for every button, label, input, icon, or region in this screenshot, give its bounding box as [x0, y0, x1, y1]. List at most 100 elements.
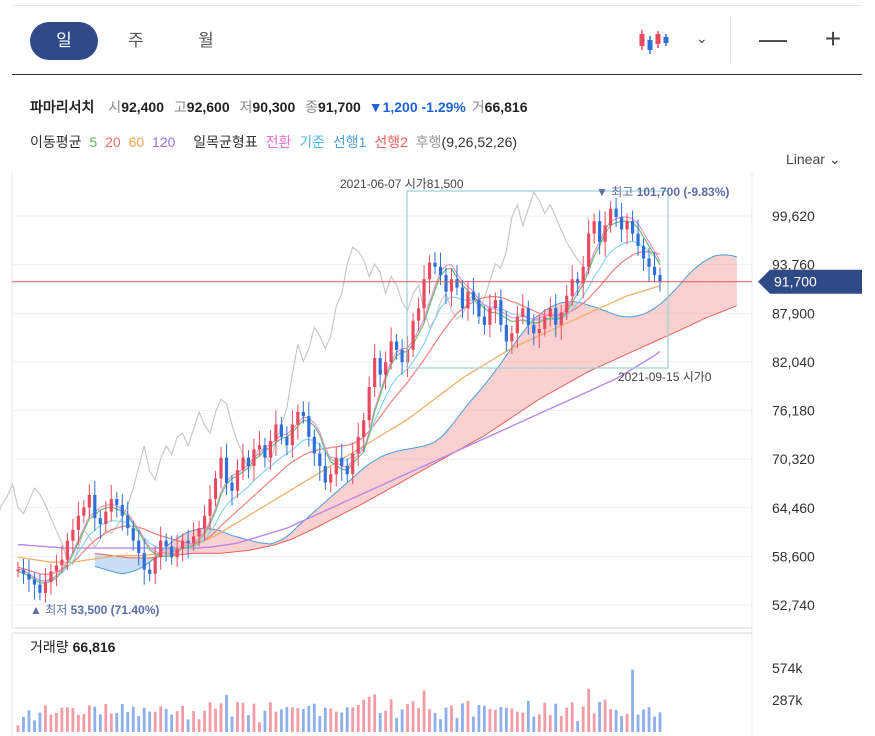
candle-body	[252, 449, 256, 466]
candle	[471, 277, 476, 315]
candlestick-type-icon[interactable]	[638, 28, 672, 61]
candle	[378, 350, 382, 388]
zoom-in-button[interactable]: +	[824, 23, 842, 54]
y-tick-label: 87,900	[772, 305, 815, 321]
candle	[65, 533, 69, 570]
change-value: ▼1,200	[368, 99, 418, 115]
candle	[416, 297, 421, 331]
volume-bar	[417, 708, 420, 732]
candle-body	[82, 507, 86, 516]
volume-bar	[98, 714, 102, 732]
candle	[252, 438, 256, 481]
ichimoku-cloud-segment	[511, 339, 518, 418]
current-price-tag	[758, 269, 862, 294]
ichimoku-cloud-segment	[396, 450, 403, 485]
volume-bar	[395, 717, 399, 732]
ichimoku-span1-label[interactable]: 선행1	[332, 134, 367, 150]
candle-body	[148, 569, 152, 574]
volume-bar	[27, 710, 31, 732]
volume-bar	[439, 719, 442, 732]
candle-body	[395, 341, 399, 350]
volume-bar	[225, 694, 228, 732]
scale-select[interactable]: Linear ⌄	[786, 151, 841, 168]
candle	[71, 519, 75, 554]
ma-20-label[interactable]: 20	[105, 134, 121, 150]
candle-body	[400, 349, 404, 363]
period-tab-month[interactable]: 월	[198, 31, 214, 50]
ichimoku-base-label[interactable]: 기준	[299, 134, 326, 150]
volume-bar	[647, 707, 651, 732]
candle-body	[181, 540, 185, 549]
volume-bar	[197, 719, 201, 732]
volume-bar	[625, 713, 629, 732]
ichimoku-cloud-segment	[221, 531, 227, 554]
ichimoku-cloud-segment	[100, 554, 106, 570]
candle	[202, 504, 207, 541]
candle	[191, 522, 196, 551]
ichimoku-cloud-segment	[692, 265, 699, 325]
ichimoku-span2-label[interactable]: 선행2	[374, 134, 408, 150]
candle	[159, 526, 163, 570]
volume-bar	[93, 706, 97, 732]
candle	[235, 459, 240, 499]
candle	[279, 416, 283, 445]
volume-bar	[153, 711, 157, 732]
indicator-legend: 이동평균 5 20 60 120 일목균형표 전환 기준 선행1 선행2 후행(…	[30, 132, 521, 152]
ma-5-line	[17, 220, 661, 584]
volume-bar	[186, 719, 190, 732]
candle-body	[98, 518, 102, 525]
chevron-down-icon[interactable]: ⌄	[696, 30, 708, 46]
volume-bar	[192, 711, 195, 732]
ichimoku-cloud-segment	[709, 255, 715, 317]
volume-bar	[258, 722, 261, 732]
candle-body	[115, 499, 119, 505]
candle-body	[16, 569, 20, 572]
volume-bar	[559, 716, 563, 732]
ichimoku-cloud-segment	[352, 472, 359, 509]
ma-60-label[interactable]: 60	[128, 134, 145, 150]
range-start-label: 2021-06-07 시가81,500	[340, 177, 464, 191]
ma-120-label[interactable]: 120	[152, 134, 176, 150]
candle-body	[471, 291, 476, 300]
ichimoku-cloud-segment	[446, 425, 452, 458]
candle-body	[290, 424, 294, 446]
candle	[455, 265, 459, 295]
volume-bar	[515, 711, 519, 732]
candle-body	[285, 436, 289, 446]
period-tab-week[interactable]: 주	[128, 31, 144, 50]
candle	[82, 499, 86, 524]
volume-bar	[340, 712, 344, 732]
ichimoku-conversion-label[interactable]: 전환	[265, 134, 292, 150]
ichimoku-cloud-segment	[440, 432, 446, 461]
candle-body	[318, 453, 322, 466]
volume-bar	[76, 714, 80, 732]
volume-bar	[428, 709, 431, 732]
period-tab-day[interactable]: 일	[30, 22, 98, 60]
candle	[460, 280, 465, 319]
ichimoku-cloud-segment	[725, 254, 732, 311]
candle-body	[384, 362, 388, 375]
candle	[526, 300, 530, 335]
ichimoku-cloud-segment	[347, 477, 353, 512]
volume-bar	[433, 712, 437, 732]
ichimoku-lagging-label[interactable]: 후행	[415, 134, 442, 150]
candle	[120, 494, 124, 531]
ma-5-label[interactable]: 5	[89, 134, 98, 150]
candle-body	[186, 540, 190, 544]
volume-bar	[22, 716, 25, 732]
candle	[312, 429, 316, 466]
volume-bar	[504, 707, 508, 732]
candle	[345, 458, 349, 482]
candle-body	[378, 358, 382, 375]
candle-body	[554, 308, 558, 325]
ichimoku-cloud-segment	[429, 441, 436, 467]
candle	[43, 567, 48, 603]
candle-body	[230, 482, 234, 491]
candle	[87, 484, 91, 518]
candle-body	[76, 515, 80, 530]
zoom-out-button[interactable]: —	[759, 23, 787, 54]
volume-bar	[252, 703, 256, 732]
candle	[76, 501, 80, 545]
candle	[49, 563, 53, 595]
